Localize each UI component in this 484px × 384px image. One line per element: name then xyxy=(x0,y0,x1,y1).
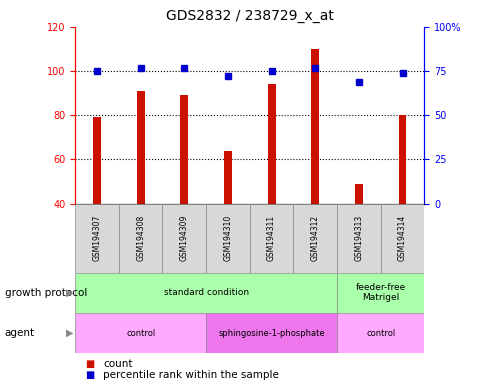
Text: standard condition: standard condition xyxy=(163,288,248,297)
Bar xyxy=(311,49,318,204)
Bar xyxy=(75,204,119,273)
Bar xyxy=(206,204,249,273)
Text: count: count xyxy=(103,359,133,369)
Bar xyxy=(136,91,144,204)
Text: agent: agent xyxy=(5,328,35,338)
Text: GSM194314: GSM194314 xyxy=(397,215,406,261)
Text: ■: ■ xyxy=(85,370,94,380)
Bar xyxy=(75,313,206,353)
Text: ▶: ▶ xyxy=(65,288,73,298)
Bar xyxy=(336,273,424,313)
Bar xyxy=(93,118,101,204)
Bar xyxy=(293,204,336,273)
Bar xyxy=(336,204,380,273)
Bar xyxy=(75,273,336,313)
Text: sphingosine-1-phosphate: sphingosine-1-phosphate xyxy=(218,329,324,338)
Text: GSM194308: GSM194308 xyxy=(136,215,145,261)
Text: control: control xyxy=(126,329,155,338)
Bar xyxy=(180,95,188,204)
Text: GSM194311: GSM194311 xyxy=(267,215,275,261)
Bar xyxy=(380,204,424,273)
Bar xyxy=(267,84,275,204)
Text: percentile rank within the sample: percentile rank within the sample xyxy=(103,370,279,380)
Bar xyxy=(162,204,206,273)
Bar xyxy=(206,313,336,353)
Text: GSM194312: GSM194312 xyxy=(310,215,319,261)
Text: control: control xyxy=(365,329,394,338)
Bar xyxy=(224,151,231,204)
Text: feeder-free
Matrigel: feeder-free Matrigel xyxy=(355,283,405,303)
Bar xyxy=(249,204,293,273)
Text: GSM194307: GSM194307 xyxy=(92,215,101,261)
Bar xyxy=(354,184,362,204)
Text: GSM194309: GSM194309 xyxy=(180,215,188,261)
Text: GSM194313: GSM194313 xyxy=(354,215,363,261)
Bar xyxy=(398,115,406,204)
Text: GSM194310: GSM194310 xyxy=(223,215,232,261)
Text: ■: ■ xyxy=(85,359,94,369)
Bar xyxy=(119,204,162,273)
Text: growth protocol: growth protocol xyxy=(5,288,87,298)
Title: GDS2832 / 238729_x_at: GDS2832 / 238729_x_at xyxy=(166,9,333,23)
Text: ▶: ▶ xyxy=(65,328,73,338)
Bar xyxy=(336,313,424,353)
